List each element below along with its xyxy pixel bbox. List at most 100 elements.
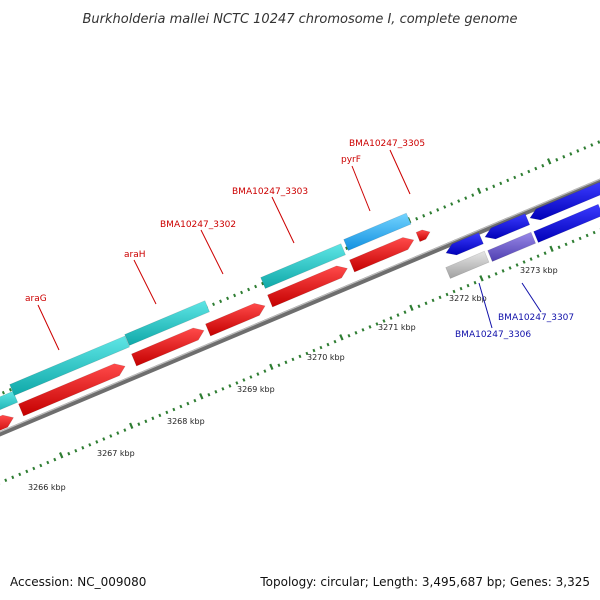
outer-minor-tick <box>415 216 419 221</box>
inner-minor-tick <box>347 333 351 338</box>
outer-minor-tick <box>527 169 531 174</box>
leader-bma3303 <box>271 196 295 244</box>
leader-arag <box>37 304 60 351</box>
inner-minor-tick <box>74 448 78 453</box>
inner-minor-tick <box>81 446 85 450</box>
gene-label-bma3306: BMA10247_3306 <box>455 330 531 340</box>
outer-major-tick <box>546 158 552 165</box>
inner-minor-tick <box>312 348 316 353</box>
inner-minor-tick <box>298 354 302 359</box>
inner-minor-tick <box>424 301 428 306</box>
feature-reverse-cds <box>533 203 600 243</box>
inner-minor-tick <box>242 378 246 382</box>
tick-label-3269: 3269 kbp <box>237 385 275 394</box>
inner-minor-tick <box>256 372 260 376</box>
outer-minor-tick <box>436 208 440 212</box>
inner-minor-tick <box>389 316 393 320</box>
tick-label-3267: 3267 kbp <box>97 449 135 458</box>
inner-minor-tick <box>263 369 267 373</box>
leader-pyrf <box>351 165 371 212</box>
gene-label-arah: araH <box>124 250 146 260</box>
gene-label-pyrf: pyrF <box>341 155 361 165</box>
genome-backbone <box>0 178 600 437</box>
inner-minor-tick <box>536 254 540 258</box>
leader-bma3307 <box>521 282 542 313</box>
genome-summary-text: Topology: circular; Length: 3,495,687 bp… <box>259 575 590 589</box>
inner-minor-tick <box>137 422 141 426</box>
feature-forward-cds <box>0 414 14 431</box>
inner-minor-tick <box>452 289 456 294</box>
inner-minor-tick <box>165 410 169 415</box>
inner-minor-tick <box>4 478 8 482</box>
gene-label-bma3302: BMA10247_3302 <box>160 220 236 230</box>
outer-minor-tick <box>513 175 517 180</box>
outer-major-tick <box>476 187 482 195</box>
leader-arah <box>133 259 157 305</box>
tick-label-3268: 3268 kbp <box>167 417 205 426</box>
inner-minor-tick <box>431 298 435 303</box>
inner-minor-tick <box>32 466 36 471</box>
leader-bma3306 <box>478 282 493 329</box>
inner-minor-tick <box>438 295 442 300</box>
feature-forward-cds <box>131 327 205 367</box>
inner-minor-tick <box>88 443 92 447</box>
inner-minor-tick <box>18 472 22 477</box>
feature-reverse-cds <box>445 232 484 256</box>
feature-forward-upper <box>260 243 346 289</box>
inner-minor-tick <box>466 283 470 288</box>
outer-minor-tick <box>247 287 251 292</box>
inner-minor-tick <box>186 401 190 406</box>
outer-minor-tick <box>492 184 496 189</box>
inner-minor-tick <box>172 407 176 412</box>
outer-minor-tick <box>534 166 538 171</box>
inner-minor-tick <box>361 328 365 332</box>
inner-minor-tick <box>179 404 183 409</box>
inner-minor-tick <box>543 251 547 255</box>
gene-label-bma3307: BMA10247_3307 <box>498 313 574 323</box>
feature-forward-cds <box>415 229 431 242</box>
inner-minor-tick <box>144 419 148 424</box>
outer-minor-tick <box>590 143 594 147</box>
gene-label-arag: araG <box>25 294 47 304</box>
inner-minor-tick <box>396 313 400 317</box>
inner-minor-tick <box>494 272 498 276</box>
inner-minor-tick <box>417 304 421 309</box>
tick-label-3272: 3272 kbp <box>449 294 487 303</box>
inner-major-tick <box>479 275 484 282</box>
tick-label-3270: 3270 kbp <box>307 353 345 362</box>
outer-minor-tick <box>261 281 265 286</box>
outer-minor-tick <box>443 205 447 209</box>
feature-forward-cds <box>205 303 266 337</box>
inner-minor-tick <box>403 310 407 314</box>
tick-label-3271: 3271 kbp <box>378 323 416 332</box>
inner-minor-tick <box>459 286 463 291</box>
inner-minor-tick <box>585 233 589 238</box>
inner-minor-tick <box>11 475 15 480</box>
inner-minor-tick <box>284 360 288 365</box>
inner-minor-tick <box>235 381 239 385</box>
outer-minor-tick <box>569 152 573 156</box>
outer-minor-tick <box>471 193 475 197</box>
outer-minor-tick <box>450 202 454 206</box>
feature-forward-cds <box>267 265 348 308</box>
outer-minor-tick <box>240 290 244 295</box>
outer-minor-tick <box>212 302 216 306</box>
inner-minor-tick <box>529 257 533 261</box>
outer-minor-tick <box>576 149 580 153</box>
inner-major-tick <box>199 393 204 400</box>
tick-label-3273: 3273 kbp <box>520 266 558 275</box>
inner-minor-tick <box>333 339 337 344</box>
inner-minor-tick <box>228 384 232 388</box>
inner-minor-tick <box>501 269 505 273</box>
outer-minor-tick <box>422 214 426 218</box>
inner-minor-tick <box>151 416 155 421</box>
outer-minor-tick <box>506 178 510 183</box>
outer-minor-tick <box>499 181 503 186</box>
inner-major-tick <box>129 422 134 430</box>
genome-backbone-highlight <box>0 178 600 433</box>
inner-minor-tick <box>193 398 197 403</box>
feature-forward-upper <box>343 212 412 251</box>
leader-bma3302 <box>200 229 224 275</box>
inner-minor-tick <box>67 451 71 456</box>
inner-minor-tick <box>557 245 561 250</box>
